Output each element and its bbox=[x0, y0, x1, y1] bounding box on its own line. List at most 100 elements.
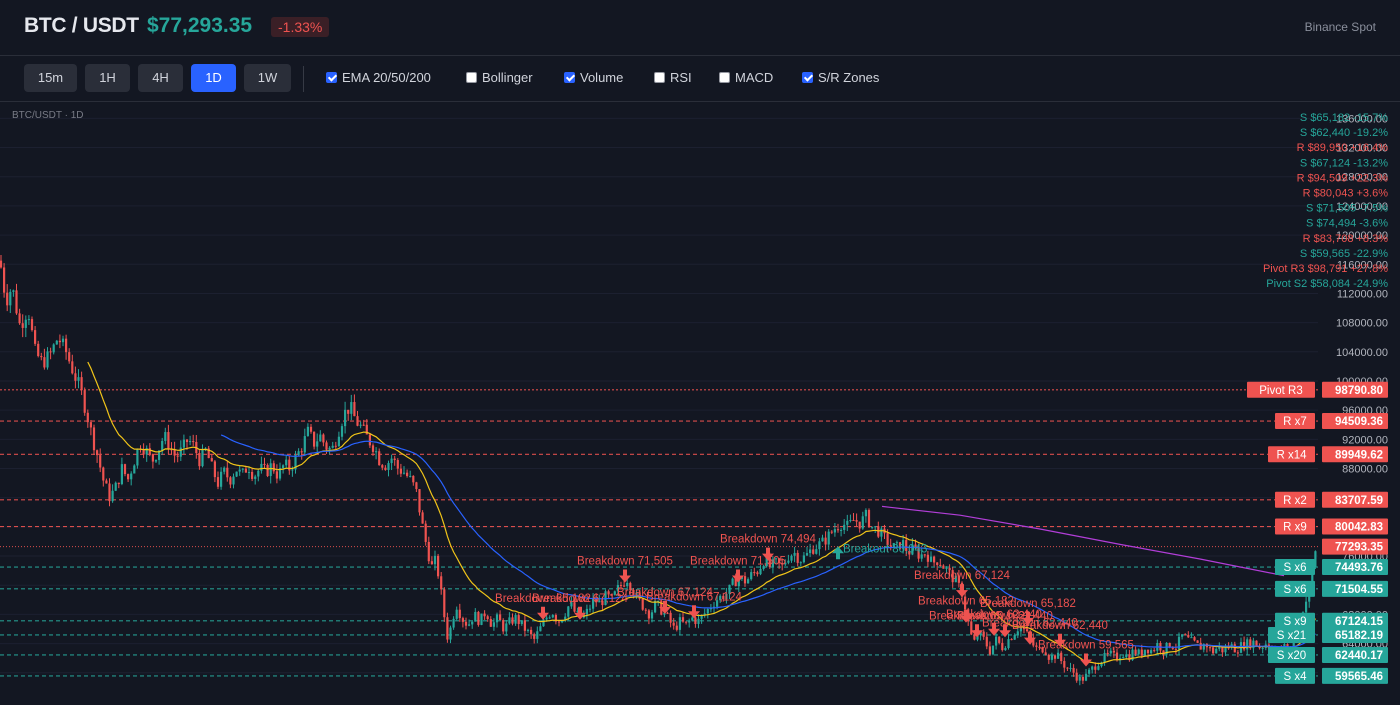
candle-body bbox=[1109, 650, 1112, 654]
breakdown-arrow-icon bbox=[1024, 631, 1036, 645]
candle-body bbox=[158, 450, 161, 460]
macd-toggle[interactable]: MACD bbox=[719, 70, 773, 85]
candle-body bbox=[796, 552, 799, 563]
price-chart[interactable]: 136000.00 132000.00 128000.00 124000.00 1200… bbox=[0, 103, 1400, 700]
candle-body bbox=[464, 621, 468, 626]
bollinger-checkbox[interactable] bbox=[466, 72, 477, 83]
volume-checkbox[interactable] bbox=[564, 72, 575, 83]
candle-body bbox=[709, 608, 712, 610]
breakdown-arrow-icon bbox=[574, 606, 586, 620]
candle-body bbox=[173, 449, 176, 456]
chart-area[interactable]: 136000.00 132000.00 128000.00 124000.00 1200… bbox=[0, 103, 1400, 700]
sr-price-label: 74493.76 bbox=[1335, 562, 1383, 574]
candle-body bbox=[1208, 647, 1212, 649]
candle-body bbox=[1035, 645, 1038, 647]
breakdown-arrow-icon bbox=[732, 569, 744, 583]
sr-level-tag bbox=[1247, 381, 1315, 398]
candle-body bbox=[1168, 642, 1171, 648]
timeframe-1w-button[interactable]: 1W bbox=[244, 64, 291, 92]
ema-checkbox[interactable] bbox=[326, 72, 337, 83]
candle-body bbox=[1100, 662, 1103, 667]
candle-body bbox=[626, 582, 629, 587]
candle-body bbox=[1115, 652, 1119, 661]
candle-body bbox=[675, 625, 678, 630]
candle-body bbox=[495, 614, 499, 623]
sr-price-label: 62440.17 bbox=[1335, 650, 1383, 662]
candle-body bbox=[257, 470, 260, 477]
candle-body bbox=[1066, 667, 1069, 669]
candle-body bbox=[27, 319, 30, 321]
candle-body bbox=[1236, 652, 1239, 654]
sr-level-label: S x20 bbox=[1277, 650, 1306, 662]
candle-body bbox=[526, 629, 530, 631]
last-price-tag bbox=[1322, 538, 1388, 555]
candle-body bbox=[393, 458, 396, 461]
candle-body bbox=[46, 351, 49, 368]
candle-body bbox=[799, 562, 802, 564]
candle-body bbox=[551, 615, 554, 618]
breakdown-arrow-icon bbox=[1080, 653, 1092, 667]
candle-body bbox=[539, 626, 542, 632]
candle-body bbox=[827, 531, 830, 545]
timeframe-15m-button[interactable]: 15m bbox=[24, 64, 77, 92]
candle-body bbox=[1137, 649, 1140, 655]
price-change-badge: -1.33% bbox=[271, 17, 330, 37]
candle-body bbox=[309, 426, 313, 432]
volume-toggle[interactable]: Volume bbox=[564, 70, 623, 85]
candle-body bbox=[1032, 638, 1035, 646]
candle-body bbox=[461, 618, 464, 622]
timeframe-1h-button[interactable]: 1H bbox=[85, 64, 130, 92]
breakdown-arrow-icon bbox=[688, 605, 700, 619]
candle-body bbox=[356, 416, 359, 426]
candle-body bbox=[74, 373, 77, 381]
y-tick-label: 136000.00 bbox=[1336, 113, 1388, 125]
candle-body bbox=[37, 343, 40, 357]
candle-body bbox=[1314, 551, 1317, 568]
candle-body bbox=[858, 521, 861, 529]
bollinger-toggle[interactable]: Bollinger bbox=[466, 70, 533, 85]
candle-body bbox=[92, 427, 96, 451]
sr-price-label: 98790.80 bbox=[1335, 385, 1383, 397]
candle-body bbox=[378, 451, 381, 466]
candle-body bbox=[471, 621, 474, 625]
candle-body bbox=[1081, 676, 1084, 681]
rsi-toggle[interactable]: RSI bbox=[654, 70, 692, 85]
candle-body bbox=[235, 471, 238, 477]
rsi-checkbox[interactable] bbox=[654, 72, 665, 83]
sr-level-label: S x6 bbox=[1283, 562, 1306, 574]
candle-body bbox=[294, 454, 297, 470]
candle-body bbox=[1063, 661, 1066, 668]
candle-body bbox=[821, 537, 824, 542]
breakdown-arrow-icon bbox=[1022, 611, 1034, 625]
macd-checkbox[interactable] bbox=[719, 72, 730, 83]
candle-body bbox=[979, 631, 982, 636]
last-price: $77,293.35 bbox=[147, 14, 253, 37]
sr-legend-item: S $74,494 -3.6% bbox=[1306, 218, 1388, 230]
candle-body bbox=[663, 612, 666, 615]
ema-toggle[interactable]: EMA 20/50/200 bbox=[326, 70, 431, 85]
candle-body bbox=[1292, 640, 1295, 649]
sr-zones-toggle[interactable]: S/R Zones bbox=[802, 70, 879, 85]
candle-body bbox=[96, 450, 99, 456]
candle-body bbox=[1221, 646, 1224, 653]
candle-body bbox=[49, 351, 52, 353]
candle-body bbox=[616, 585, 619, 592]
candle-body bbox=[595, 598, 598, 603]
timeframe-4h-button[interactable]: 4H bbox=[138, 64, 183, 92]
timeframe-1d-button[interactable]: 1D bbox=[191, 64, 236, 92]
candle-body bbox=[474, 611, 477, 622]
candle-body bbox=[375, 451, 378, 453]
candle-body bbox=[65, 338, 68, 353]
candle-body bbox=[988, 646, 991, 655]
candle-body bbox=[443, 589, 446, 618]
candle-body bbox=[632, 589, 635, 596]
candle-body bbox=[99, 455, 102, 468]
candle-body bbox=[409, 475, 412, 477]
candle-body bbox=[452, 618, 455, 628]
candle-body bbox=[1057, 652, 1060, 659]
candle-body bbox=[402, 472, 406, 474]
candle-body bbox=[282, 465, 285, 469]
candle-body bbox=[136, 449, 139, 466]
candle-body bbox=[926, 554, 929, 562]
sr-zones-checkbox[interactable] bbox=[802, 72, 813, 83]
